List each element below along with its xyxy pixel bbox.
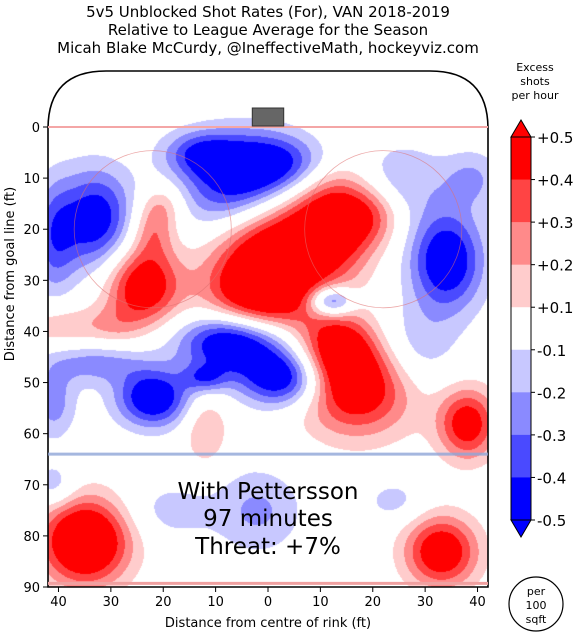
- colorbar-band: [511, 349, 531, 393]
- colorbar: +0.5 +0.4 +0.3 +0.2 +0.1 -0.1 -0.2 -0.3 -0.4 -0.5: [510, 119, 573, 538]
- colorbar-band: [511, 307, 531, 351]
- colorbar-band: [511, 137, 531, 181]
- colorbar-bottom-arrow: [510, 519, 532, 538]
- colorbar-band: [511, 179, 531, 223]
- x-axis: 40 30 20 10 0 10 20 30 40: [50, 587, 486, 610]
- colorbar-title-line-3: per hour: [512, 89, 559, 102]
- colorbar-label: -0.5: [537, 512, 566, 530]
- colorbar-band: [511, 392, 531, 436]
- colorbar-label: -0.4: [537, 469, 566, 487]
- x-axis-label: Distance from centre of rink (ft): [165, 616, 371, 631]
- colorbar-label: -0.3: [537, 427, 566, 445]
- y-tick-label: 70: [23, 479, 40, 494]
- y-tick-label: 40: [23, 325, 40, 340]
- y-tick-label: 80: [23, 530, 40, 545]
- y-axis-label: Distance from goal line (ft): [3, 187, 18, 361]
- unit-badge-line-3: sqft: [526, 613, 547, 626]
- x-tick-label: 20: [155, 595, 172, 610]
- colorbar-label: +0.3: [537, 214, 573, 232]
- colorbar-band: [511, 264, 531, 308]
- y-tick-label: 50: [23, 377, 40, 392]
- y-tick-label: 30: [23, 274, 40, 289]
- colorbar-band: [511, 222, 531, 266]
- x-tick-label: 10: [207, 595, 224, 610]
- colorbar-band: [511, 477, 531, 521]
- colorbar-label: +0.4: [537, 172, 573, 190]
- x-tick-label: 40: [469, 595, 486, 610]
- x-tick-label: 40: [50, 595, 67, 610]
- colorbar-label: +0.5: [537, 129, 573, 147]
- colorbar-band: [511, 434, 531, 478]
- colorbar-frame: [510, 136, 532, 521]
- colorbar-top-arrow: [510, 119, 532, 138]
- y-axis: 0 10 20 30 40 50 60 70 80 90: [23, 121, 48, 596]
- y-tick-label: 60: [23, 428, 40, 443]
- chart-title-line-1: 5v5 Unblocked Shot Rates (For), VAN 2018…: [86, 3, 450, 21]
- y-tick-label: 10: [23, 172, 40, 187]
- x-tick-label: 20: [364, 595, 381, 610]
- unit-badge: [508, 576, 564, 632]
- chart-title-line-2: Relative to League Average for the Seaso…: [108, 21, 428, 39]
- x-tick-label: 0: [264, 595, 272, 610]
- goal-net: [251, 107, 285, 127]
- x-tick-label: 10: [312, 595, 329, 610]
- annotation-threat: Threat: +7%: [194, 534, 341, 560]
- colorbar-title-line-1: Excess: [516, 61, 554, 74]
- colorbar-title-line-2: shots: [520, 75, 550, 88]
- faceoff-circle-left: [73, 150, 232, 309]
- colorbar-label: +0.1: [537, 299, 573, 317]
- faceoff-circle-right: [304, 150, 463, 309]
- colorbar-label: -0.2: [537, 384, 566, 402]
- colorbar-label: +0.2: [537, 257, 573, 275]
- unit-badge-line-1: per: [527, 585, 546, 598]
- annotation-minutes: 97 minutes: [203, 506, 333, 532]
- rink-boards: [47, 70, 489, 588]
- colorbar-label: -0.1: [537, 342, 566, 360]
- y-tick-label: 0: [32, 121, 40, 136]
- y-tick-label: 20: [23, 223, 40, 238]
- rink-markings: [47, 70, 489, 588]
- chart-title-line-3: Micah Blake McCurdy, @IneffectiveMath, h…: [57, 39, 479, 57]
- y-tick-label: 90: [23, 581, 40, 596]
- x-tick-label: 30: [417, 595, 434, 610]
- unit-badge-line-2: 100: [526, 599, 547, 612]
- annotation-player: With Pettersson: [178, 479, 359, 505]
- x-tick-label: 30: [103, 595, 120, 610]
